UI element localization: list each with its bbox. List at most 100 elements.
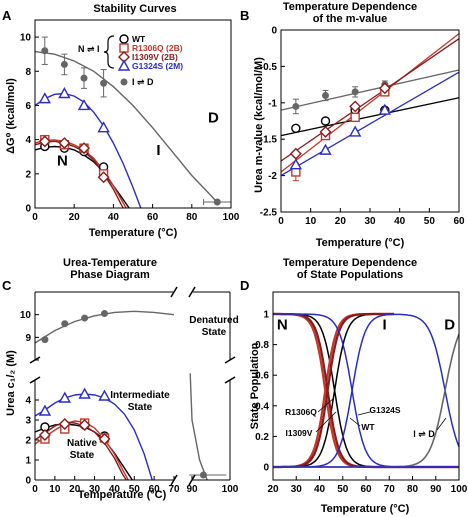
b-point-wt [291, 123, 301, 133]
legend-label-i1309v: I1309V (2B) [132, 52, 178, 62]
d-region-d: D [444, 317, 455, 334]
b-xtick-label: 0 [278, 216, 284, 227]
b-xtick-label: 20 [335, 216, 347, 227]
b-point-r1306q [350, 112, 360, 123]
panel-a-letter: A [2, 8, 12, 23]
c-ytick-label: 0 [25, 476, 31, 487]
c-region-denatured: Denatured State [189, 315, 238, 338]
b-ytick-label: -1 [268, 98, 277, 109]
c-ytick-label: 4 [25, 396, 31, 407]
a-point-unfold [80, 74, 88, 82]
b-ytick-label: -2.5 [260, 208, 278, 219]
b-point-g1324s [319, 143, 332, 155]
b-line-r1306q [280, 33, 460, 173]
panel-b-title: Temperature Dependence of the m-value [283, 1, 417, 25]
d-label-wt: WT [361, 422, 375, 432]
panel-d-frame [272, 291, 460, 481]
b-line-i1309v [280, 38, 460, 162]
d-label-r1306q: R1306Q [285, 407, 317, 417]
c-point-i1309v [98, 433, 111, 445]
legend-label-wt: WT [132, 34, 146, 44]
d-inter-i1309v [273, 312, 394, 469]
d-leader-r1306q [317, 397, 335, 413]
d-xtick-label: 50 [337, 484, 349, 495]
d-xtick-label: 100 [451, 484, 468, 495]
panel-a-points [38, 36, 232, 206]
d-region-n: N [277, 317, 288, 334]
b-point-unfold [322, 92, 329, 100]
panel-b-lines [280, 33, 460, 177]
b-point-g1324s [289, 158, 303, 170]
legend-unfold-label: I ⇌ D [132, 77, 154, 87]
panel-a-xlabel: Temperature (°C) [89, 227, 178, 239]
b-point-i1309v [349, 100, 362, 113]
d-xtick-label: 70 [384, 484, 396, 495]
b-xtick-label: 50 [424, 216, 436, 227]
panel-b-points [289, 80, 392, 182]
c-point-g1324s [98, 389, 111, 401]
a-point-i1309v [97, 171, 110, 184]
c-ytick-label: 10 [20, 310, 32, 321]
c-xbreak-mark [188, 474, 196, 486]
b-xtick-label: 60 [453, 216, 465, 227]
legend-label-r1306q: R1306Q (2B) [132, 43, 183, 53]
panel-c-points [38, 310, 227, 479]
b-ytick-label: -1.5 [260, 135, 278, 146]
d-leader-i1309v [315, 411, 337, 433]
d-curve-unfold [273, 334, 460, 468]
d-native-r1306q [273, 312, 459, 469]
panel-b-ticks: 0 10 20 30 40 50 60 -2.5 -2 -1.5 -1 -0.5 0 [260, 26, 465, 228]
a-point-i1309v [78, 142, 90, 155]
d-native-wt [273, 313, 459, 468]
a-region-n: N [57, 152, 68, 169]
panel-a-legend: N ⇌ I WT R1306Q (2B) I1309V (2B) G1324S … [78, 34, 183, 87]
panel-d-xlabel: Temperature (°C) [321, 503, 410, 515]
a-ytick-label: 2 [25, 169, 31, 180]
b-ytick-label: 0 [271, 26, 277, 37]
a-ytick-label: 10 [20, 33, 32, 44]
panel-c-ticks: 0 10 20 30 40 50 60 70 90 100 0 1 2 3 4 9 10 [20, 310, 239, 495]
legend-marker-r1306q [119, 43, 129, 53]
d-label-g1324s: G1324S [369, 405, 401, 415]
c-xtick-label: 0 [32, 484, 38, 495]
c-ybreak-mark [224, 376, 236, 384]
a-curve-g1324s [34, 92, 142, 209]
b-point-i1309v [319, 125, 332, 138]
c-xbreak-mark [188, 286, 196, 298]
panel-b-frame [280, 29, 460, 213]
panel-d-annotations: N I D R1306Q I1309V G1324S WT I ⇌ D [277, 317, 455, 439]
d-ytick-label: 0.2 [255, 432, 269, 443]
a-point-i1309v [38, 135, 51, 148]
a-point-unfold [213, 198, 221, 206]
c-point-unfold [61, 320, 69, 328]
panel-d-ylabel: State Population [249, 342, 261, 429]
c-xtick-label: 60 [149, 484, 161, 495]
a-xtick-label: 80 [186, 212, 198, 223]
panel-a-title: Stability Curves [93, 3, 176, 15]
panel-a-ticks: 0 20 40 60 80 100 0 2 4 6 8 10 [20, 33, 240, 223]
c-curve-g1324s [34, 393, 153, 481]
legend-marker-wt [119, 34, 129, 44]
panel-c-region-labels: Denatured State Intermediate State Native Sta… [67, 315, 239, 461]
a-curve-i1309v [34, 140, 124, 209]
panel-a: A Stability Curves ΔG⁰ (kcal/mol) Temper… [2, 3, 240, 239]
d-leader-g1324s [357, 411, 371, 416]
c-point-g1324s [58, 391, 71, 403]
panel-c-xlabel: Temperature (°C) [78, 489, 167, 501]
b-line-g1324s [280, 71, 460, 177]
a-curve-unfold [34, 50, 220, 206]
d-region-i: I [383, 317, 387, 334]
d-xtick-label: 90 [430, 484, 442, 495]
d-inter-wt [273, 313, 394, 468]
a-ytick-label: 6 [25, 101, 31, 112]
d-ytick-label: 0.4 [255, 401, 269, 412]
d-native-i1309v [273, 312, 459, 469]
d-ytick-label: 1 [263, 310, 269, 321]
a-xtick-label: 100 [223, 212, 240, 223]
b-xtick-label: 10 [305, 216, 317, 227]
b-point-unfold [351, 88, 359, 96]
b-point-unfold [292, 102, 300, 110]
a-ytick-label: 8 [25, 67, 31, 78]
legend-marker-unfold [120, 78, 128, 86]
